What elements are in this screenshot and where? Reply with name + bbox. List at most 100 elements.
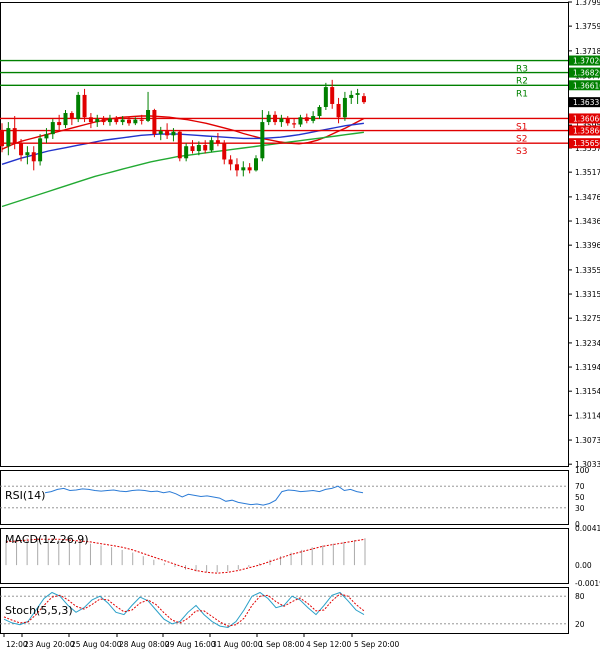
level-price-badge-s2 — [569, 125, 600, 136]
stoch-tick-label: 20 — [575, 620, 585, 629]
candle-body — [44, 134, 49, 139]
candle-body — [215, 140, 220, 144]
candle-body — [285, 118, 290, 124]
time-tick-label: 31 Aug 00:00 — [212, 640, 263, 649]
candle-body — [114, 118, 119, 123]
price-tick-label: 1.31140 — [575, 411, 600, 420]
candle-body — [273, 114, 278, 123]
price-tick-label: 1.32750 — [575, 314, 600, 323]
candle-body — [260, 122, 265, 159]
level-price-label-s2: 1.35860 — [573, 127, 600, 136]
candle-body — [12, 128, 17, 144]
candle-body — [69, 113, 74, 120]
price-tick-label: 1.31940 — [575, 363, 600, 372]
stoch-main-line — [3, 591, 365, 629]
candle-body — [222, 143, 227, 160]
candle-body — [342, 97, 347, 118]
candle-body — [355, 93, 360, 95]
candle-body — [165, 131, 170, 136]
candle-body — [88, 117, 93, 123]
candle-body — [171, 131, 176, 136]
candle-body — [228, 159, 233, 165]
level-price-badge-r1 — [569, 80, 600, 91]
candle-body — [234, 164, 239, 171]
candle-body — [31, 152, 36, 162]
candle-body — [38, 138, 43, 162]
candle-body — [25, 152, 30, 156]
level-price-label-r1: 1.36610 — [573, 81, 600, 90]
level-price-badge-r2 — [569, 67, 600, 78]
candle-body — [107, 118, 112, 123]
candle-body — [203, 145, 208, 151]
stoch-title: Stoch(5,5,3) — [5, 604, 73, 617]
candle-body — [190, 146, 195, 152]
candle-body — [241, 167, 246, 171]
candle-body — [361, 96, 366, 103]
candle-body — [76, 94, 81, 120]
candle-body — [139, 119, 144, 121]
level-name-s3: S3 — [516, 147, 527, 157]
rsi-tick-label: 0 — [575, 520, 580, 529]
candle-body — [292, 123, 297, 125]
candle-body — [63, 113, 68, 126]
candle-body — [177, 131, 182, 159]
level-price-label-s3: 1.35650 — [573, 139, 600, 148]
candle-body — [247, 167, 252, 171]
candle-body — [50, 122, 55, 135]
moving-average-line-2 — [1, 122, 364, 165]
rsi-tick-label: 100 — [575, 466, 590, 475]
stoch-tick-label: 80 — [575, 592, 585, 601]
level-price-badge-s1 — [569, 113, 600, 124]
stoch-signal-line — [3, 593, 365, 627]
candle-body — [127, 119, 131, 124]
rsi-line — [44, 485, 364, 506]
candle-body — [336, 103, 341, 118]
candle-body — [209, 140, 214, 151]
candle-body — [152, 110, 157, 135]
price-tick-label: 1.32340 — [575, 339, 600, 348]
time-tick-label: 4 Sep 12:00 — [306, 640, 352, 649]
price-tick-label: 1.37590 — [575, 22, 600, 31]
candle-body — [254, 158, 258, 171]
candle-body — [323, 87, 328, 107]
candle-body — [184, 146, 189, 159]
candle-body — [6, 128, 11, 147]
candle-body — [0, 131, 4, 147]
moving-average-line-3 — [1, 131, 364, 208]
level-name-r1: R1 — [516, 89, 528, 99]
level-name-s2: S2 — [516, 135, 527, 145]
candle-body — [133, 119, 138, 124]
price-tick-label: 1.37990 — [575, 0, 600, 7]
candle-body — [304, 117, 309, 121]
candle-body — [298, 117, 303, 125]
price-tick-label: 1.33550 — [575, 266, 600, 275]
price-tick-label: 1.35170 — [575, 168, 600, 177]
price-tick-label: 1.34760 — [575, 193, 600, 202]
rsi-tick-label: 70 — [575, 482, 585, 491]
candle-body — [82, 94, 87, 118]
rsi-panel: 100 70 50 30 0 RSI(14) — [0, 466, 590, 529]
candle-body — [311, 116, 316, 121]
candle-body — [146, 110, 151, 121]
candle-body — [196, 145, 201, 152]
time-tick-label: 12:00 — [6, 640, 28, 649]
price-tick-label: 1.30730 — [575, 436, 600, 445]
level-price-badge-s3 — [569, 138, 600, 149]
price-panel: 1.379901.375901.371801.367701.363601.359… — [0, 0, 600, 469]
time-tick-label: 5 Sep 20:00 — [354, 640, 400, 649]
candle-body — [349, 94, 354, 98]
candle-body — [19, 143, 24, 156]
level-name-r2: R2 — [516, 77, 528, 87]
macd-tick-label: 0.004151 — [575, 524, 600, 533]
candle-body — [95, 119, 100, 123]
candle-body — [158, 131, 163, 135]
time-tick-label: 28 Aug 08:00 — [119, 640, 170, 649]
price-tick-label: 1.37180 — [575, 47, 600, 56]
price-tick-label: 1.31540 — [575, 387, 600, 396]
macd-tick-label: 0.00 — [575, 561, 592, 570]
price-tick-label: 1.33150 — [575, 290, 600, 299]
